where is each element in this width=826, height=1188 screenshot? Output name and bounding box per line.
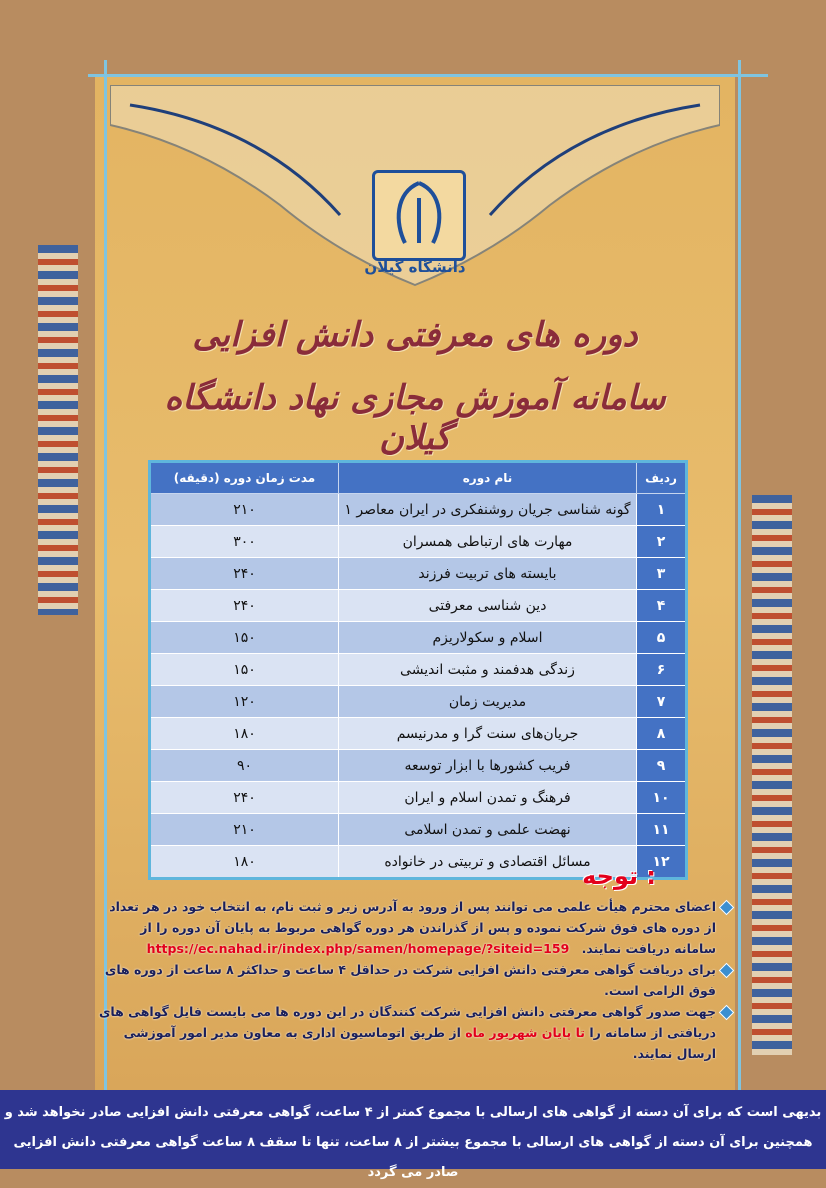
logo-text: دانشگاه گیلان bbox=[364, 258, 466, 276]
duration-cell: ۱۸۰ bbox=[149, 717, 339, 750]
course-name-cell: مهارت های ارتباطی همسران bbox=[338, 525, 637, 558]
university-logo bbox=[372, 170, 466, 261]
page-subtitle: سامانه آموزش مجازی نهاد دانشگاه گیلان bbox=[164, 378, 666, 458]
decorative-pattern-right bbox=[752, 495, 792, 1055]
row-number-cell: ۵ bbox=[636, 621, 687, 654]
row-number-cell: ۱۱ bbox=[636, 813, 687, 846]
course-name-cell: گونه شناسی جریان روشنفکری در ایران معاصر… bbox=[338, 493, 637, 526]
row-number-cell: ۱۲ bbox=[636, 845, 687, 879]
table-row: ۵ اسلام و سکولاریزم ۱۵۰ bbox=[149, 621, 687, 654]
table-row: ۶ زندگی هدفمند و مثبت اندیشی ۱۵۰ bbox=[149, 653, 687, 686]
footer-band: بدیهی است که برای آن دسته از گواهی های ا… bbox=[0, 1090, 826, 1180]
duration-cell: ۱۸۰ bbox=[149, 845, 339, 879]
duration-cell: ۲۴۰ bbox=[149, 781, 339, 814]
table-row: ۳ بایسته های تربیت فرزند ۲۴۰ bbox=[149, 557, 687, 590]
row-number-cell: ۳ bbox=[636, 557, 687, 590]
duration-cell: ۱۵۰ bbox=[149, 653, 339, 686]
column-header-duration: مدت زمان دوره (دقیقه) bbox=[149, 461, 339, 494]
course-name-cell: فریب کشورها با ابزار توسعه bbox=[338, 749, 637, 782]
notice-list: اعضای محترم هیأت علمی می توانند پس از ور… bbox=[96, 896, 735, 1064]
row-number-cell: ۹ bbox=[636, 749, 687, 782]
duration-cell: ۲۴۰ bbox=[149, 557, 339, 590]
frame-line bbox=[104, 60, 107, 1100]
deadline-highlight: تا پایان شهریور ماه bbox=[465, 1025, 585, 1040]
registration-link[interactable]: https://ec.nahad.ir/index.php/samen/home… bbox=[146, 941, 570, 956]
table-row: ۴ دین شناسی معرفتی ۲۴۰ bbox=[149, 589, 687, 622]
column-header-row-number: ردیف bbox=[636, 461, 687, 494]
row-number-cell: ۲ bbox=[636, 525, 687, 558]
course-name-cell: زندگی هدفمند و مثبت اندیشی bbox=[338, 653, 637, 686]
course-name-cell: بایسته های تربیت فرزند bbox=[338, 557, 637, 590]
course-name-cell: اسلام و سکولاریزم bbox=[338, 621, 637, 654]
row-number-cell: ۸ bbox=[636, 717, 687, 750]
table-row: ۱۱ نهضت علمی و تمدن اسلامی ۲۱۰ bbox=[149, 813, 687, 846]
notice-item: جهت صدور گواهی معرفتی دانش افزایی شرکت ک… bbox=[96, 1001, 735, 1064]
notice-text: اعضای محترم هیأت علمی می توانند پس از ور… bbox=[109, 899, 716, 956]
table-row: ۱۰ فرهنگ و تمدن اسلام و ایران ۲۴۰ bbox=[149, 781, 687, 814]
course-name-cell: مدیریت زمان bbox=[338, 685, 637, 718]
course-name-cell: مسائل اقتصادی و تربیتی در خانواده bbox=[338, 845, 637, 879]
course-name-cell: جریان‌های سنت گرا و مدرنیسم bbox=[338, 717, 637, 750]
notice-item: اعضای محترم هیأت علمی می توانند پس از ور… bbox=[96, 896, 735, 959]
diamond-bullet-icon bbox=[718, 899, 735, 916]
duration-cell: ۳۰۰ bbox=[149, 525, 339, 558]
notice-text: از طریق اتوماسیون اداری به معاون مدیر ام… bbox=[123, 1025, 716, 1061]
table-row: ۱۲ مسائل اقتصادی و تربیتی در خانواده ۱۸۰ bbox=[149, 845, 687, 879]
notice-title: توجه : bbox=[582, 862, 656, 890]
duration-cell: ۱۵۰ bbox=[149, 621, 339, 654]
diamond-bullet-icon bbox=[718, 1004, 735, 1021]
footer-line: بدیهی است که برای آن دسته از گواهی های ا… bbox=[4, 1105, 822, 1120]
course-name-cell: نهضت علمی و تمدن اسلامی bbox=[338, 813, 637, 846]
course-name-cell: دین شناسی معرفتی bbox=[338, 589, 637, 622]
page-title: دوره های معرفتی دانش افزایی bbox=[192, 315, 638, 355]
decorative-pattern-left bbox=[38, 245, 78, 615]
notice-text: جهت صدور گواهی معرفتی دانش افزایی شرکت ک… bbox=[98, 1004, 716, 1040]
diamond-bullet-icon bbox=[718, 962, 735, 979]
notice-text: برای دریافت گواهی معرفتی دانش افزایی شرک… bbox=[104, 962, 716, 998]
frame-line bbox=[88, 74, 768, 77]
duration-cell: ۲۱۰ bbox=[149, 493, 339, 526]
row-number-cell: ۱۰ bbox=[636, 781, 687, 814]
frame-line bbox=[738, 60, 741, 1100]
duration-cell: ۲۴۰ bbox=[149, 589, 339, 622]
row-number-cell: ۶ bbox=[636, 653, 687, 686]
table-row: ۹ فریب کشورها با ابزار توسعه ۹۰ bbox=[149, 749, 687, 782]
duration-cell: ۱۲۰ bbox=[149, 685, 339, 718]
row-number-cell: ۷ bbox=[636, 685, 687, 718]
footer-line: همچنین برای آن دسته از گواهی های ارسالی … bbox=[13, 1135, 813, 1180]
table-row: ۱ گونه شناسی جریان روشنفکری در ایران معاص… bbox=[149, 493, 687, 526]
column-header-course-name: نام دوره bbox=[338, 461, 637, 494]
table-row: ۷ مدیریت زمان ۱۲۰ bbox=[149, 685, 687, 718]
duration-cell: ۹۰ bbox=[149, 749, 339, 782]
logo-emblem-icon bbox=[396, 181, 442, 244]
row-number-cell: ۴ bbox=[636, 589, 687, 622]
table-header-row: ردیف نام دوره مدت زمان دوره (دقیقه) bbox=[149, 461, 687, 494]
table-row: ۲ مهارت های ارتباطی همسران ۳۰۰ bbox=[149, 525, 687, 558]
courses-table: ردیف نام دوره مدت زمان دوره (دقیقه) ۱ گون… bbox=[148, 460, 688, 880]
notice-item: برای دریافت گواهی معرفتی دانش افزایی شرک… bbox=[96, 959, 735, 1001]
table-row: ۸ جریان‌های سنت گرا و مدرنیسم ۱۸۰ bbox=[149, 717, 687, 750]
duration-cell: ۲۱۰ bbox=[149, 813, 339, 846]
row-number-cell: ۱ bbox=[636, 493, 687, 526]
course-name-cell: فرهنگ و تمدن اسلام و ایران bbox=[338, 781, 637, 814]
